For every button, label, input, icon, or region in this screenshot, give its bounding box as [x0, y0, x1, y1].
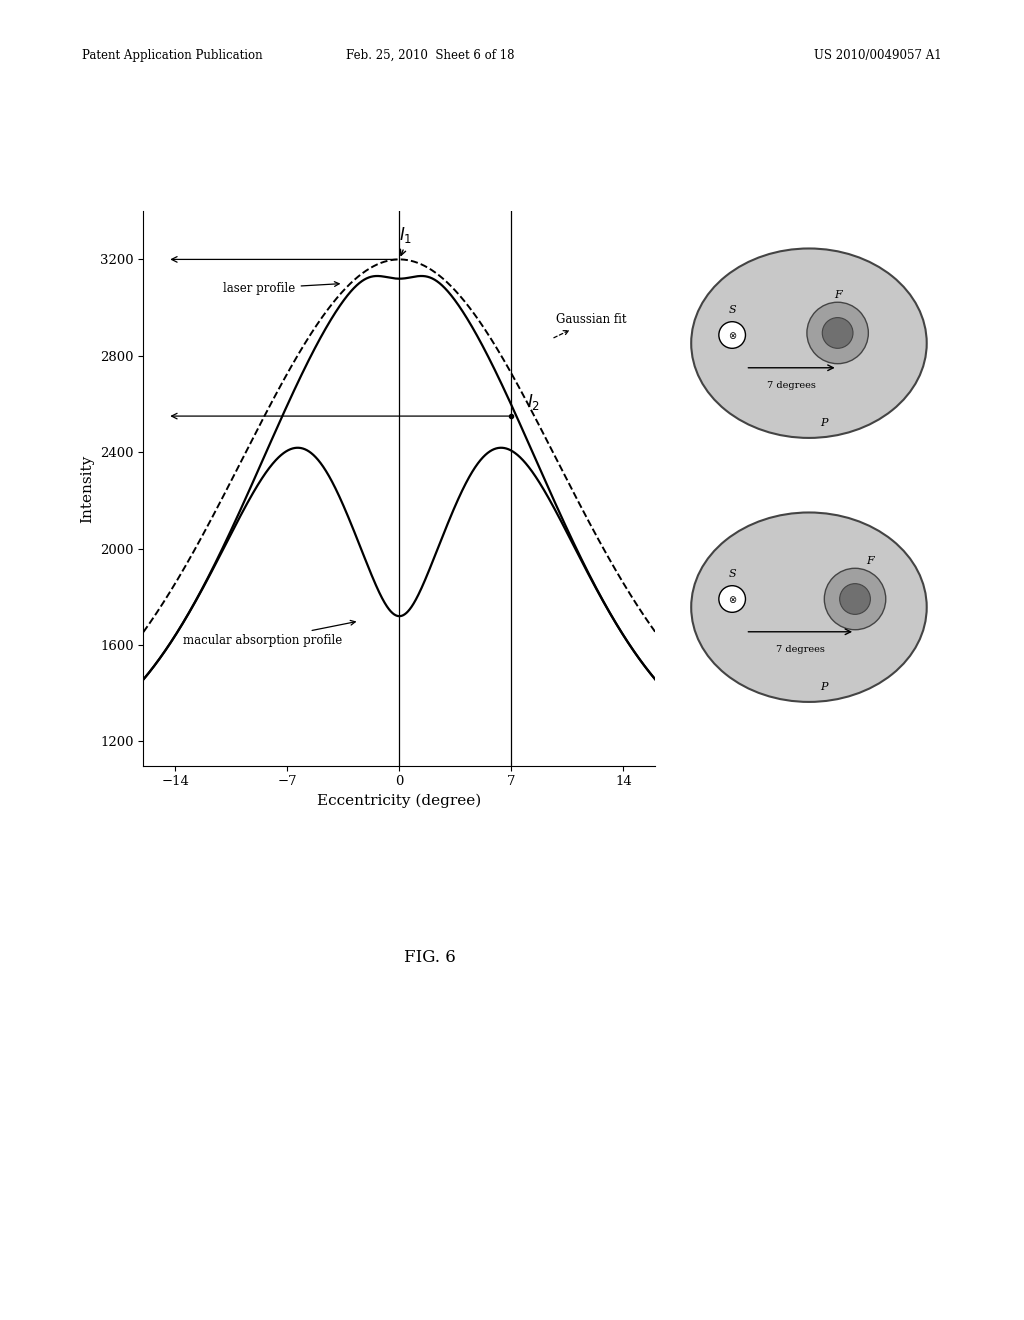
- Circle shape: [719, 322, 745, 348]
- Text: F: F: [834, 290, 842, 300]
- Circle shape: [822, 318, 853, 348]
- Text: FIG. 6: FIG. 6: [404, 949, 456, 965]
- Y-axis label: Intensity: Intensity: [81, 454, 94, 523]
- Text: $\otimes$: $\otimes$: [727, 594, 737, 605]
- Text: macular absorption profile: macular absorption profile: [183, 620, 355, 647]
- Text: F: F: [866, 556, 874, 566]
- Text: $I_2$: $I_2$: [527, 392, 541, 412]
- Text: P: P: [820, 418, 828, 428]
- Text: Patent Application Publication: Patent Application Publication: [82, 49, 262, 62]
- Text: 7 degrees: 7 degrees: [776, 644, 824, 653]
- Text: 7 degrees: 7 degrees: [767, 380, 816, 389]
- Text: S: S: [728, 305, 736, 315]
- Circle shape: [840, 583, 870, 614]
- Text: Feb. 25, 2010  Sheet 6 of 18: Feb. 25, 2010 Sheet 6 of 18: [346, 49, 514, 62]
- Ellipse shape: [691, 512, 927, 702]
- Text: US 2010/0049057 A1: US 2010/0049057 A1: [814, 49, 942, 62]
- Text: laser profile: laser profile: [223, 281, 339, 294]
- Text: Gaussian fit: Gaussian fit: [554, 313, 627, 338]
- Text: $I_1$: $I_1$: [399, 224, 413, 246]
- X-axis label: Eccentricity (degree): Eccentricity (degree): [317, 793, 481, 808]
- Text: $\otimes$: $\otimes$: [727, 330, 737, 341]
- Circle shape: [807, 302, 868, 364]
- Text: P: P: [820, 682, 828, 692]
- Ellipse shape: [691, 248, 927, 438]
- Circle shape: [719, 586, 745, 612]
- Text: S: S: [728, 569, 736, 579]
- Circle shape: [824, 569, 886, 630]
